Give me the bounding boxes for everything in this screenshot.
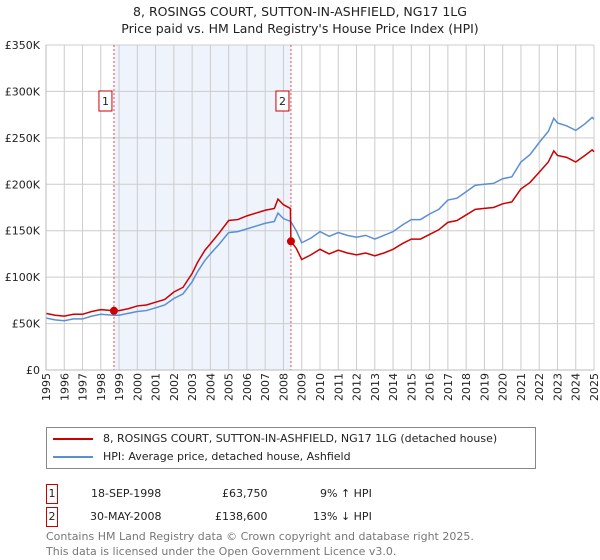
hpi-line bbox=[45, 116, 595, 322]
x-tick-label: 2007 bbox=[259, 373, 272, 401]
sale-marker-badge: 1 bbox=[46, 484, 58, 504]
x-tick-label: 2010 bbox=[314, 373, 327, 401]
sale-date: 30-MAY-2008 bbox=[90, 510, 162, 523]
legend-item-hpi: HPI: Average price, detached house, Ashf… bbox=[53, 450, 351, 464]
x-tick-label: 2025 bbox=[588, 373, 600, 401]
x-tick-label: 2009 bbox=[296, 373, 309, 401]
x-tick-label: 2021 bbox=[515, 373, 528, 401]
sale-point bbox=[286, 237, 295, 246]
x-tick-label: 2024 bbox=[570, 373, 583, 401]
price-chart: 1995 1996 1997 1998 1999 2000 2001 2002 2003 2004… bbox=[5, 39, 600, 401]
x-tick-label: 2008 bbox=[277, 373, 290, 401]
x-tick-label: 1999 bbox=[113, 373, 126, 401]
y-tick-label: £0 bbox=[26, 364, 40, 377]
sale-row-2: 2 30-MAY-2008 £138,600 13% ↓ HPI bbox=[46, 507, 446, 527]
x-tick-label: 2018 bbox=[460, 373, 473, 401]
sale-date: 18-SEP-1998 bbox=[91, 487, 162, 500]
legend-label: HPI: Average price, detached house, Ashf… bbox=[103, 450, 351, 463]
price-paid-line bbox=[45, 148, 595, 317]
sale-label: 2 bbox=[279, 95, 286, 108]
x-tick-label: 1995 bbox=[40, 373, 53, 401]
x-tick-label: 2011 bbox=[332, 373, 345, 401]
x-tick-label: 2020 bbox=[497, 373, 510, 401]
x-tick-label: 1997 bbox=[77, 373, 90, 401]
red-line-swatch bbox=[53, 438, 93, 440]
y-tick-label: £300K bbox=[5, 85, 41, 98]
sale-label-box bbox=[275, 90, 290, 112]
x-tick-label: 2012 bbox=[351, 373, 364, 401]
sale-price: £138,600 bbox=[215, 510, 268, 523]
x-tick-label: 2006 bbox=[241, 373, 254, 401]
legend-item-price: 8, ROSINGS COURT, SUTTON-IN-ASHFIELD, NG… bbox=[53, 432, 497, 446]
x-tick-label: 2005 bbox=[223, 373, 236, 401]
x-tick-label: 2022 bbox=[533, 373, 546, 401]
x-tick-label: 2015 bbox=[405, 373, 418, 401]
y-tick-label: £250K bbox=[5, 132, 41, 145]
y-tick-label: £150K bbox=[5, 225, 41, 238]
sale-hpi-diff: 9% ↑ HPI bbox=[320, 487, 372, 500]
sale-row-1: 1 18-SEP-1998 £63,750 9% ↑ HPI bbox=[46, 484, 446, 504]
sale-point bbox=[109, 306, 118, 315]
x-tick-label: 2001 bbox=[150, 373, 163, 401]
y-tick-label: £350K bbox=[5, 39, 41, 52]
x-tick-label: 2016 bbox=[424, 373, 437, 401]
x-tick-label: 2013 bbox=[369, 373, 382, 401]
footer-copyright: Contains HM Land Registry data © Crown c… bbox=[46, 530, 474, 543]
x-tick-label: 2017 bbox=[442, 373, 455, 401]
x-tick-label: 2003 bbox=[186, 373, 199, 401]
shaded-ownership-period bbox=[113, 45, 291, 370]
sale-marker-badge: 2 bbox=[46, 507, 58, 527]
x-tick-label: 2002 bbox=[168, 373, 181, 401]
sale-price: £63,750 bbox=[222, 487, 268, 500]
x-tick-label: 2023 bbox=[551, 373, 564, 401]
blue-line-swatch bbox=[53, 456, 93, 458]
x-tick-label: 1996 bbox=[58, 373, 71, 401]
y-tick-label: £50K bbox=[12, 318, 41, 331]
chart-subtitle: Price paid vs. HM Land Registry's House … bbox=[121, 21, 479, 36]
chart-title: 8, ROSINGS COURT, SUTTON-IN-ASHFIELD, NG… bbox=[133, 4, 467, 19]
x-tick-label: 2014 bbox=[387, 373, 400, 401]
y-tick-label: £200K bbox=[5, 178, 41, 191]
sale-hpi-diff: 13% ↓ HPI bbox=[313, 510, 372, 523]
y-tick-label: £100K bbox=[5, 271, 41, 284]
legend: 8, ROSINGS COURT, SUTTON-IN-ASHFIELD, NG… bbox=[46, 427, 536, 469]
sale-label-box bbox=[98, 90, 113, 112]
x-tick-label: 2004 bbox=[204, 373, 217, 401]
x-tick-label: 2019 bbox=[478, 373, 491, 401]
x-tick-label: 1998 bbox=[95, 373, 108, 401]
x-tick-label: 2000 bbox=[131, 373, 144, 401]
legend-label: 8, ROSINGS COURT, SUTTON-IN-ASHFIELD, NG… bbox=[103, 432, 498, 445]
footer-licence: This data is licensed under the Open Gov… bbox=[46, 545, 397, 558]
sale-label: 1 bbox=[102, 95, 109, 108]
